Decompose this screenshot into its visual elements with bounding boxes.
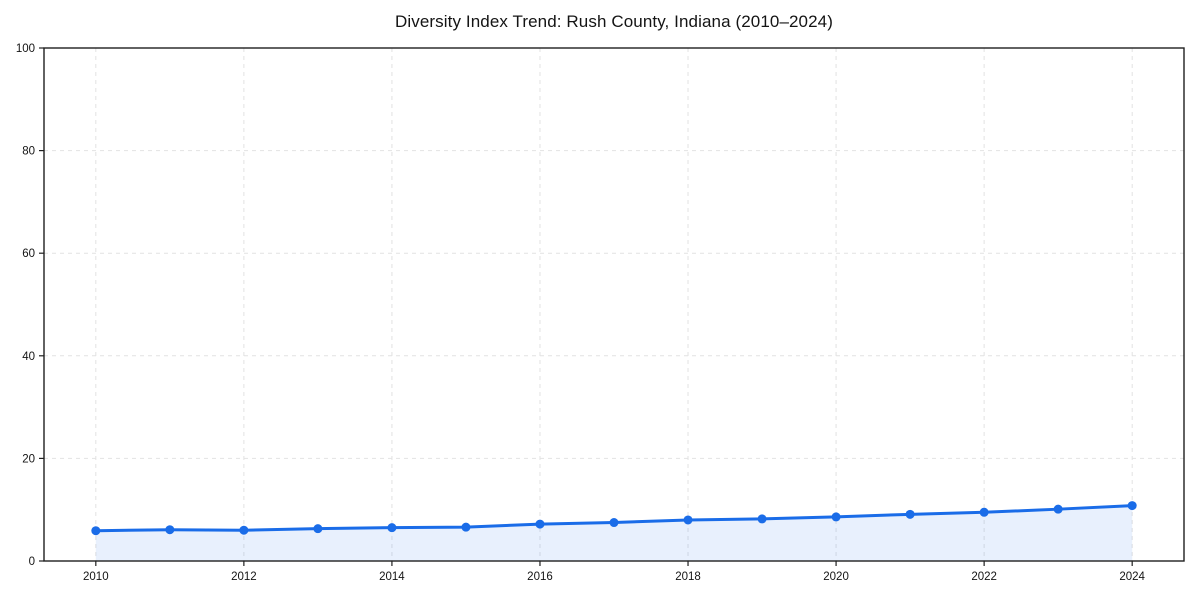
data-point-2015 xyxy=(461,522,471,532)
y-tick-label: 100 xyxy=(16,43,35,55)
data-point-2016 xyxy=(535,519,545,529)
y-tick-label: 60 xyxy=(22,248,35,260)
x-tick-label: 2018 xyxy=(675,571,701,583)
x-tick-label: 2024 xyxy=(1119,571,1145,583)
data-point-2019 xyxy=(757,514,767,524)
data-point-2020 xyxy=(831,512,841,522)
series-area-fill xyxy=(95,505,1133,561)
y-tick-label: 80 xyxy=(22,146,35,158)
chart-title: Diversity Index Trend: Rush County, Indi… xyxy=(395,12,833,31)
x-tick-label: 2016 xyxy=(527,571,553,583)
data-point-2024 xyxy=(1127,501,1137,511)
data-point-2013 xyxy=(313,524,323,534)
data-point-2018 xyxy=(683,515,693,525)
x-tick-label: 2014 xyxy=(379,571,405,583)
y-tick-label: 40 xyxy=(22,351,35,363)
plot-border xyxy=(43,47,1185,562)
data-point-2014 xyxy=(387,523,397,533)
x-tick-label: 2012 xyxy=(231,571,257,583)
data-point-2010 xyxy=(91,526,101,536)
data-point-2021 xyxy=(905,509,915,519)
data-point-2011 xyxy=(165,525,175,535)
x-tick-label: 2022 xyxy=(971,571,997,583)
data-point-2017 xyxy=(609,518,619,528)
x-tick-label: 2010 xyxy=(83,571,109,583)
x-tick-label: 2020 xyxy=(823,571,849,583)
data-point-2023 xyxy=(1053,504,1063,514)
data-point-2022 xyxy=(979,507,989,517)
data-point-2012 xyxy=(239,525,249,535)
y-tick-label: 20 xyxy=(22,453,35,465)
y-tick-label: 0 xyxy=(29,556,35,568)
